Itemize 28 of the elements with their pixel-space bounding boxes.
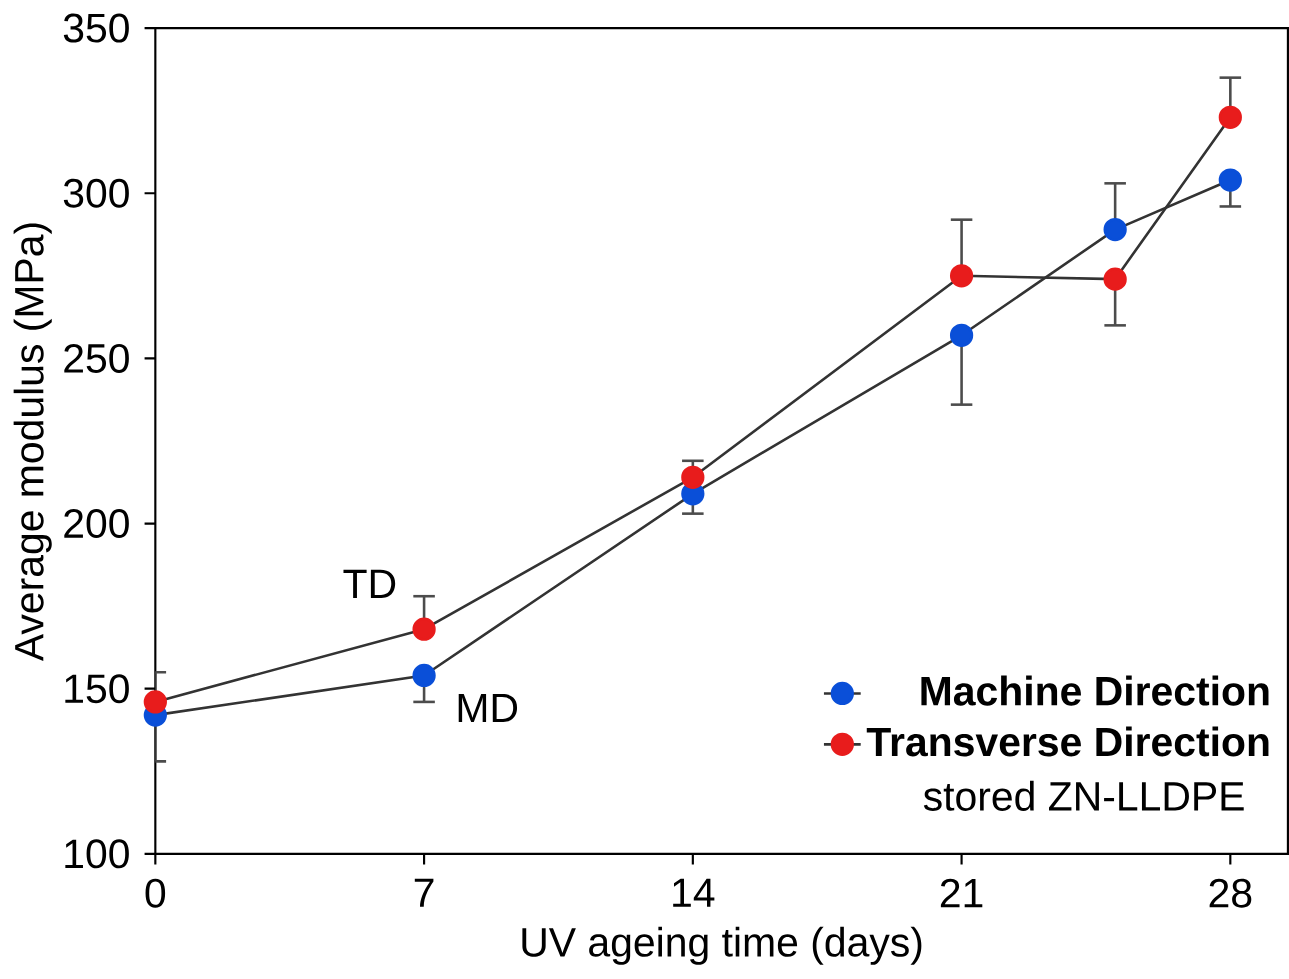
point — [1103, 267, 1127, 291]
legend-label: Machine Direction — [921, 675, 1269, 706]
point — [412, 664, 436, 688]
y-tick-label: 200 — [64, 509, 129, 539]
point — [1218, 105, 1242, 130]
point — [412, 617, 436, 642]
y-tick-label: 100 — [65, 839, 129, 869]
x-axis-title: UV ageing time (days) — [522, 926, 922, 966]
x-tick-label: 7 — [414, 878, 434, 908]
x-tick-label: 14 — [673, 878, 715, 908]
x-tick-label: 21 — [940, 878, 983, 908]
x-tick-label: 0 — [145, 878, 166, 908]
point — [1103, 218, 1127, 242]
y-tick-label: 250 — [64, 344, 129, 374]
point — [681, 465, 705, 490]
annotation: stored ZN-LLDPE — [923, 781, 1244, 812]
y-axis-title: Average modulus (MPa) — [13, 223, 52, 662]
point — [143, 690, 167, 714]
legend-label: Transverse Direction — [866, 726, 1269, 757]
point — [949, 264, 974, 288]
annotation: TD — [343, 570, 396, 599]
y-tick-label: 350 — [63, 13, 129, 43]
annotation: MD — [458, 694, 518, 723]
y-tick-label: 150 — [65, 674, 129, 704]
x-tick-label: 28 — [1209, 878, 1252, 908]
point — [1218, 168, 1242, 192]
point — [949, 323, 974, 348]
y-tick-label: 300 — [63, 179, 129, 208]
